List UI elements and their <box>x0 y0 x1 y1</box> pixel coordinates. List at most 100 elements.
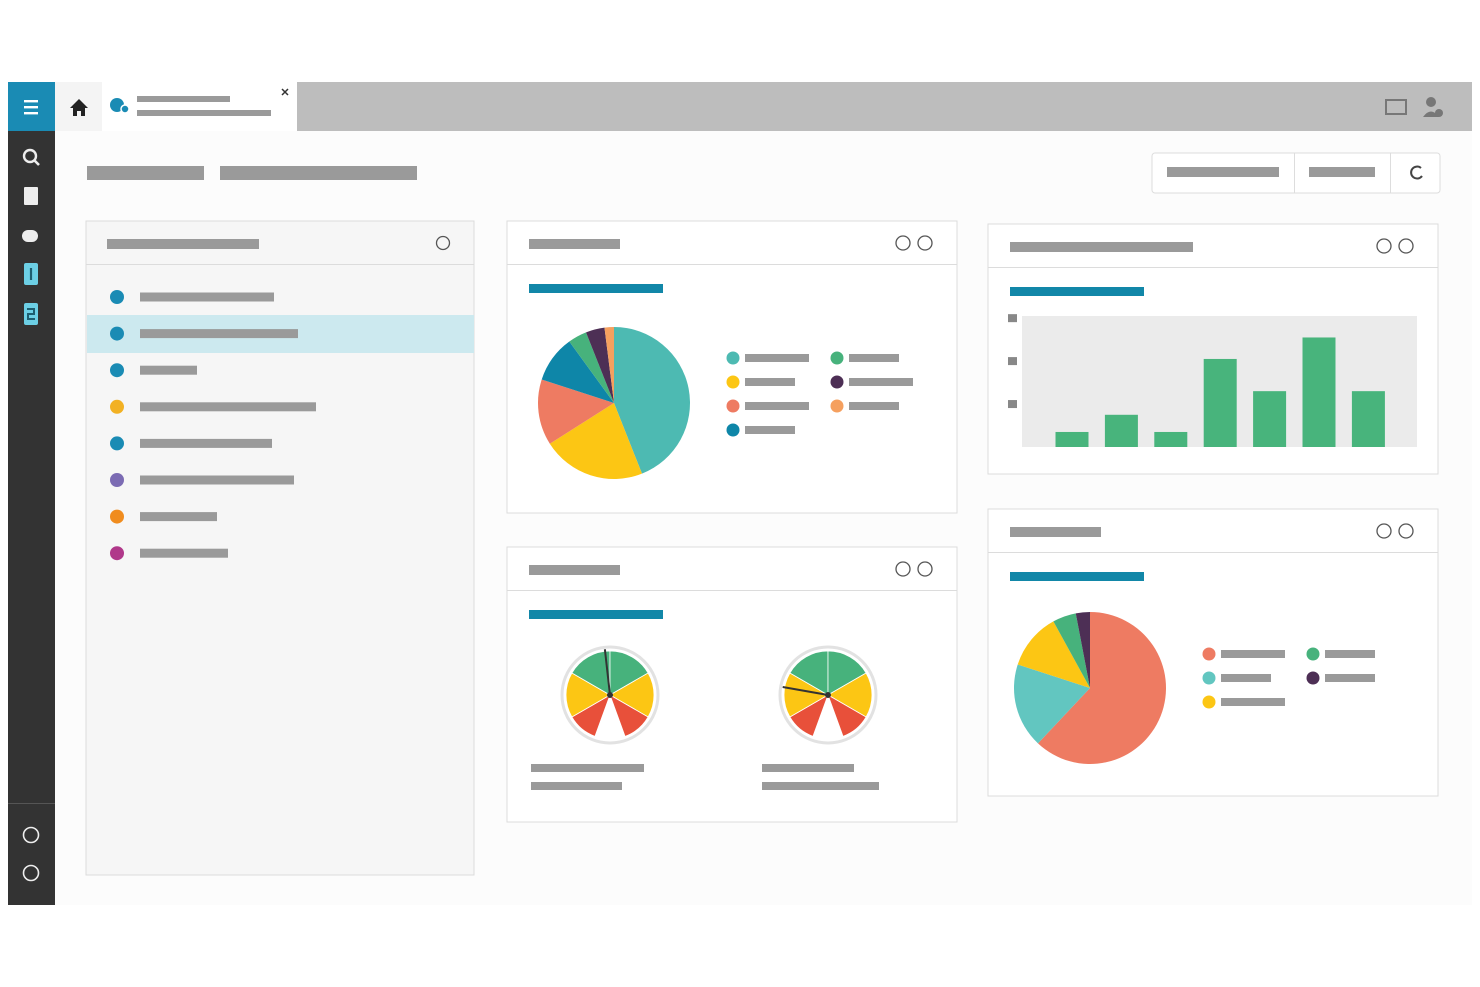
legend-swatch <box>830 375 844 389</box>
placeholder-text <box>1167 167 1279 177</box>
widget-header-line <box>988 267 1438 268</box>
gauge-band <box>827 672 873 718</box>
nav-item-icon[interactable] <box>110 546 124 561</box>
menu-icon-line <box>24 112 38 115</box>
home-icon <box>70 99 88 116</box>
placeholder-text <box>140 548 228 558</box>
placeholder-text <box>140 475 294 485</box>
search-icon-handle <box>33 159 40 166</box>
refresh-icon[interactable] <box>1410 165 1423 180</box>
active-tab[interactable] <box>102 82 297 131</box>
gauge-band <box>609 672 655 718</box>
widget-subtitle-bar <box>1010 287 1144 296</box>
placeholder-text <box>140 365 197 375</box>
bar <box>1203 358 1237 447</box>
pie-slice <box>1075 612 1090 688</box>
gauge-band <box>609 694 649 737</box>
widget-subtitle-bar <box>529 610 663 619</box>
placeholder-text <box>531 764 644 772</box>
y-tick <box>1008 357 1017 366</box>
pie-slice <box>569 332 614 403</box>
legend-swatch <box>830 399 844 413</box>
tab-icon-dot <box>120 104 130 114</box>
placeholder-text <box>220 166 417 180</box>
placeholder-text <box>1010 527 1101 537</box>
pie-slice <box>538 379 614 444</box>
close-button[interactable] <box>917 235 933 251</box>
bar <box>1154 431 1188 447</box>
search-icon[interactable] <box>22 148 38 164</box>
nav-item-icon[interactable] <box>110 509 124 524</box>
legend-swatch <box>1306 647 1320 661</box>
nav-item-icon[interactable] <box>110 363 124 378</box>
sidebar <box>8 82 55 905</box>
nav-item-icon[interactable] <box>110 399 124 414</box>
bar <box>1055 431 1089 447</box>
menu-icon-line <box>24 100 38 103</box>
calls-icon[interactable] <box>22 230 38 242</box>
placeholder-text <box>87 166 204 180</box>
user-icon[interactable] <box>1426 97 1436 107</box>
edit-button[interactable] <box>895 561 911 577</box>
expand-icon[interactable] <box>22 826 40 844</box>
placeholder-text <box>1325 674 1375 682</box>
edit-button[interactable] <box>1376 523 1392 539</box>
sidebar-divider <box>8 803 55 804</box>
edit-button[interactable] <box>1376 238 1392 254</box>
placeholder-text <box>1309 167 1375 177</box>
gauge-hub <box>607 692 613 698</box>
legend-swatch <box>726 351 740 365</box>
placeholder-text <box>849 378 913 386</box>
placeholder-text <box>1221 698 1285 706</box>
placeholder-text <box>140 402 316 412</box>
layout-icon[interactable] <box>1385 99 1407 115</box>
pie-slice <box>614 327 691 474</box>
pie-slice <box>541 341 614 403</box>
pie-slice <box>1053 613 1090 688</box>
widget-subtitle-bar <box>1010 572 1144 581</box>
user-icon-body <box>1423 111 1439 117</box>
placeholder-text <box>1221 650 1285 658</box>
widget-header-line <box>988 552 1438 553</box>
close-button[interactable] <box>917 561 933 577</box>
nav-item-icon[interactable] <box>110 436 124 451</box>
widget-subtitle-bar <box>529 284 663 293</box>
pie-slice <box>549 403 642 479</box>
bar <box>1351 391 1385 447</box>
legend-swatch <box>1202 671 1216 685</box>
nav-item-icon[interactable] <box>110 326 124 341</box>
gauge-needle <box>782 686 829 696</box>
legend-swatch <box>726 375 740 389</box>
legend-swatch <box>830 351 844 365</box>
close-button[interactable] <box>1398 523 1414 539</box>
legend-swatch <box>1202 695 1216 709</box>
placeholder-text <box>849 402 899 410</box>
gauge-band <box>789 650 829 696</box>
placeholder-text <box>745 354 809 362</box>
bar <box>1302 337 1336 447</box>
toolbar-sep <box>1294 153 1295 193</box>
y-tick <box>1008 400 1017 409</box>
nav-item-icon[interactable] <box>110 473 124 487</box>
gauge-hub <box>825 692 831 698</box>
placeholder-text <box>529 239 620 249</box>
edit-button[interactable] <box>895 235 911 251</box>
close-button[interactable] <box>1398 238 1414 254</box>
pie-slice <box>604 327 614 403</box>
placeholder-text <box>137 96 230 102</box>
bar <box>1253 391 1287 447</box>
placeholder-text <box>762 764 854 772</box>
tab-close[interactable] <box>281 88 289 96</box>
workspace-2-num <box>27 308 35 320</box>
placeholder-text <box>529 565 620 575</box>
menu-icon-line <box>24 106 38 109</box>
toolbar-sep <box>1390 153 1391 193</box>
widget-header-line <box>507 264 957 265</box>
edit-icon[interactable] <box>22 864 40 882</box>
placeholder-text <box>140 329 298 339</box>
pie-slice <box>586 327 614 403</box>
collapse-icon[interactable] <box>435 235 451 251</box>
nav-item-icon[interactable] <box>110 290 124 304</box>
placeholder-text <box>745 378 795 386</box>
favorites-icon[interactable] <box>24 187 38 205</box>
